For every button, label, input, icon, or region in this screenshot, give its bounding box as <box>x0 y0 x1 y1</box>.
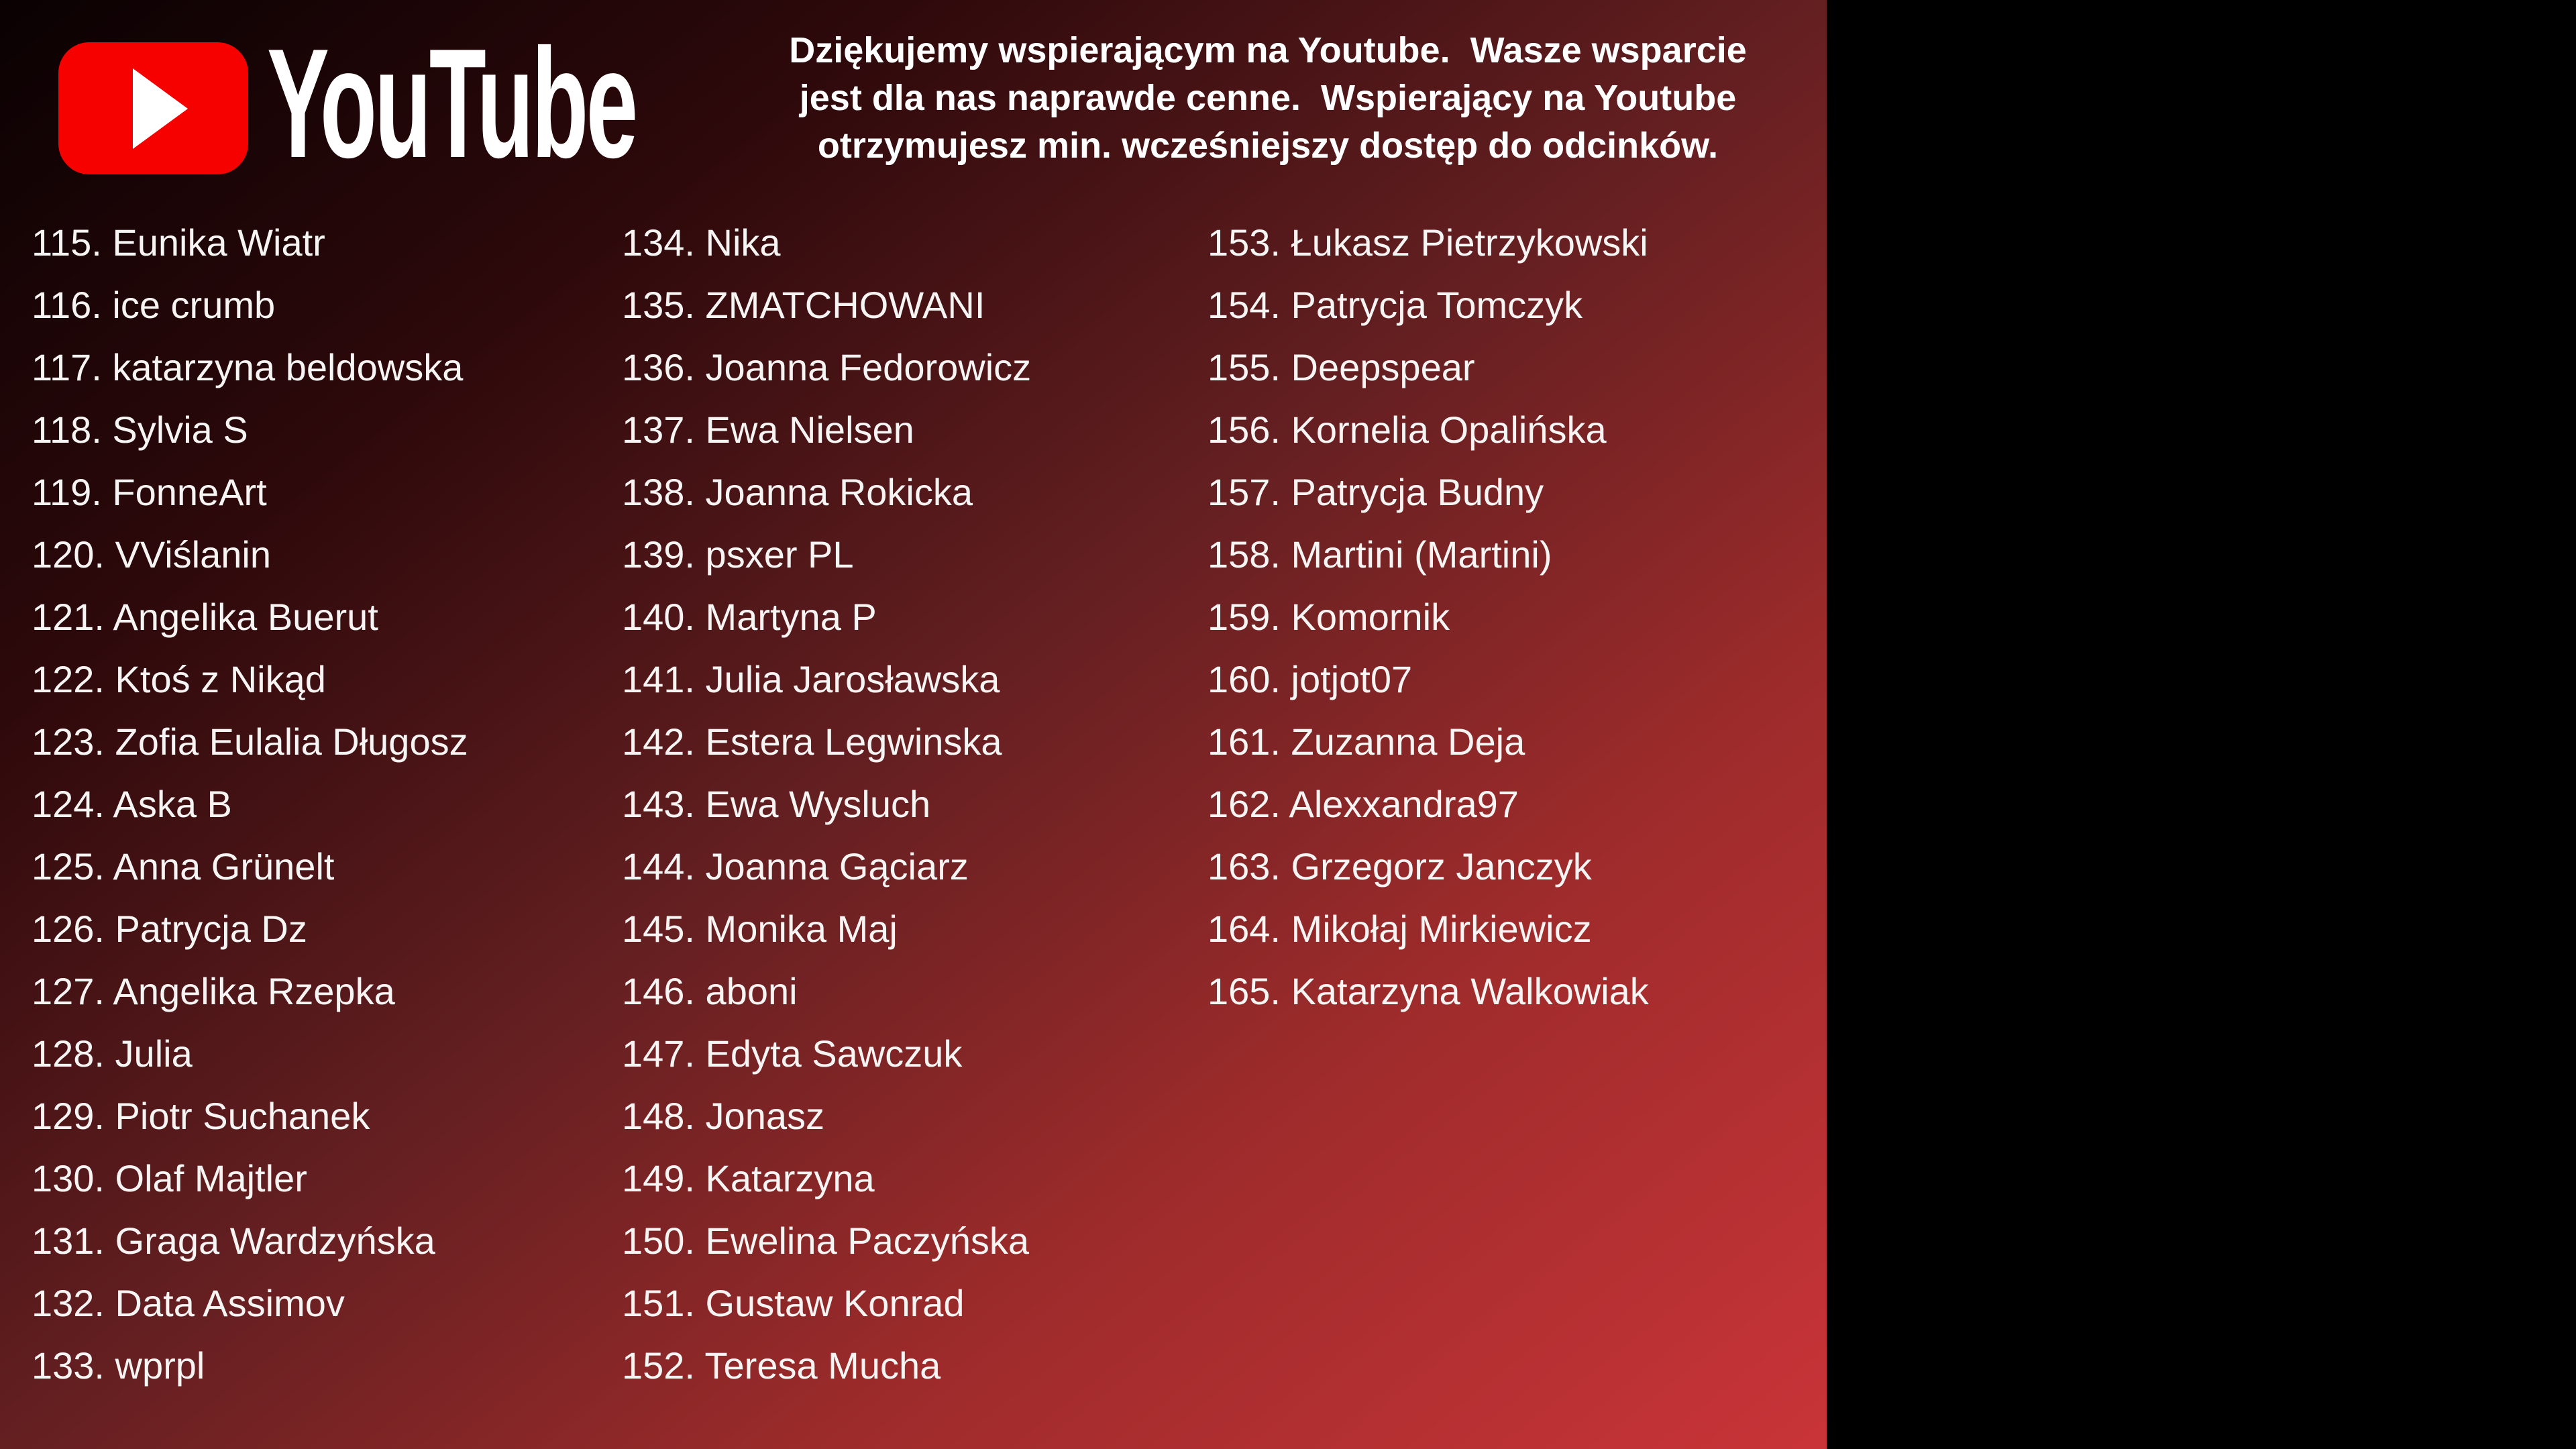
supporter-entry: 153. Łukasz Pietrzykowski <box>1208 221 1648 264</box>
supporters-column-3: 153. Łukasz Pietrzykowski 154. Patrycja … <box>1208 211 1649 1022</box>
supporter-entry: 163. Grzegorz Janczyk <box>1208 845 1592 888</box>
supporter-entry: 147. Edyta Sawczuk <box>622 1032 963 1075</box>
supporter-entry: 156. Kornelia Opalińska <box>1208 409 1607 451</box>
youtube-play-icon <box>58 42 248 174</box>
supporter-entry: 145. Monika Maj <box>622 908 898 950</box>
supporter-entry: 162. Alexxandra97 <box>1208 783 1519 825</box>
supporter-entry: 119. FonneArt <box>32 471 267 513</box>
supporter-entry: 135. ZMATCHOWANI <box>622 284 985 326</box>
supporter-entry: 148. Jonasz <box>622 1095 824 1137</box>
supporter-entry: 117. katarzyna beldowska <box>32 346 464 388</box>
supporter-entry: 151. Gustaw Konrad <box>622 1282 965 1324</box>
supporter-entry: 134. Nika <box>622 221 781 264</box>
supporter-entry: 133. wprpl <box>32 1344 205 1387</box>
content-area: YouTube Dziękujemy wspierającym na Youtu… <box>0 0 1827 1449</box>
supporter-entry: 164. Mikołaj Mirkiewicz <box>1208 908 1592 950</box>
message-line: jest dla nas naprawde cenne. Wspierający… <box>799 78 1737 118</box>
supporter-entry: 136. Joanna Fedorowicz <box>622 346 1032 388</box>
supporter-entry: 160. jotjot07 <box>1208 658 1413 700</box>
youtube-logo: YouTube <box>58 25 881 181</box>
supporter-entry: 120. VViślanin <box>32 533 271 576</box>
supporter-entry: 142. Estera Legwinska <box>622 720 1002 763</box>
supporter-entry: 150. Ewelina Paczyńska <box>622 1220 1030 1262</box>
supporter-entry: 161. Zuzanna Deja <box>1208 720 1525 763</box>
supporter-entry: 125. Anna Grünelt <box>32 845 335 888</box>
supporter-entry: 157. Patrycja Budny <box>1208 471 1544 513</box>
supporter-entry: 116. ice crumb <box>32 284 276 326</box>
supporter-entry: 124. Aska B <box>32 783 232 825</box>
supporter-entry: 152. Teresa Mucha <box>622 1344 941 1387</box>
supporter-entry: 127. Angelika Rzepka <box>32 970 395 1012</box>
supporter-entry: 159. Komornik <box>1208 596 1450 638</box>
supporter-entry: 130. Olaf Majtler <box>32 1157 307 1199</box>
thankyou-message: Dziękujemy wspierającym na Youtube. Wasz… <box>724 27 1811 170</box>
supporter-entry: 146. aboni <box>622 970 798 1012</box>
message-line: Dziękujemy wspierającym na Youtube. Wasz… <box>789 30 1747 70</box>
supporter-entry: 121. Angelika Buerut <box>32 596 378 638</box>
supporters-column-1: 115. Eunika Wiatr 116. ice crumb 117. ka… <box>32 211 468 1397</box>
supporter-entry: 143. Ewa Wysluch <box>622 783 931 825</box>
supporter-entry: 154. Patrycja Tomczyk <box>1208 284 1583 326</box>
supporter-entry: 129. Piotr Suchanek <box>32 1095 370 1137</box>
supporter-entry: 115. Eunika Wiatr <box>32 221 325 264</box>
supporter-entry: 126. Patrycja Dz <box>32 908 307 950</box>
supporter-entry: 128. Julia <box>32 1032 193 1075</box>
supporter-entry: 123. Zofia Eulalia Długosz <box>32 720 468 763</box>
letterbox-panel <box>1827 0 2576 1449</box>
supporter-entry: 118. Sylvia S <box>32 409 248 451</box>
supporter-entry: 165. Katarzyna Walkowiak <box>1208 970 1649 1012</box>
supporter-entry: 158. Martini (Martini) <box>1208 533 1552 576</box>
supporter-entry: 131. Graga Wardzyńska <box>32 1220 435 1262</box>
supporter-entry: 122. Ktoś z Nikąd <box>32 658 326 700</box>
supporter-entry: 141. Julia Jarosławska <box>622 658 1000 700</box>
message-line: otrzymujesz min. wcześniejszy dostęp do … <box>817 125 1719 166</box>
supporters-column-2: 134. Nika 135. ZMATCHOWANI 136. Joanna F… <box>622 211 1031 1397</box>
supporter-entry: 149. Katarzyna <box>622 1157 875 1199</box>
supporter-entry: 144. Joanna Gąciarz <box>622 845 969 888</box>
supporter-entry: 138. Joanna Rokicka <box>622 471 973 513</box>
supporter-entry: 137. Ewa Nielsen <box>622 409 914 451</box>
supporter-entry: 139. psxer PL <box>622 533 854 576</box>
youtube-wordmark: YouTube <box>267 16 638 191</box>
supporter-entry: 140. Martyna P <box>622 596 877 638</box>
supporter-entry: 132. Data Assimov <box>32 1282 345 1324</box>
play-triangle-icon <box>132 68 188 149</box>
supporter-entry: 155. Deepspear <box>1208 346 1475 388</box>
